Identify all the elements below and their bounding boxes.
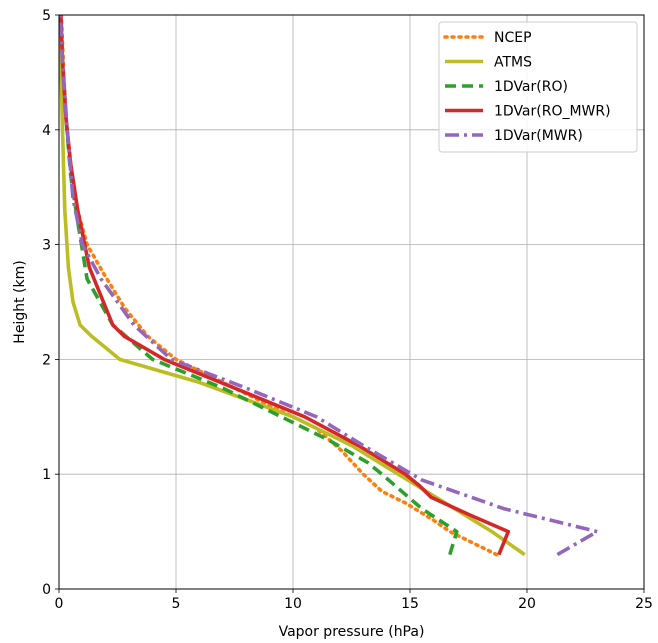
x-tick-label: 0 xyxy=(55,596,64,612)
legend: NCEP ATMS 1DVar(RO) 1DVar(RO_MWR) 1DVar(MWR) xyxy=(438,21,638,153)
y-tick-label: 4 xyxy=(42,123,51,139)
series-line-0 xyxy=(59,15,499,557)
x-tick-label: 15 xyxy=(401,596,419,612)
y-tick-label: 0 xyxy=(42,582,51,598)
x-tick-label: 10 xyxy=(284,596,302,612)
series-line-3 xyxy=(59,15,511,556)
x-tick-label: 5 xyxy=(172,596,181,612)
y-tick-label: 1 xyxy=(42,467,51,483)
legend-label: ATMS xyxy=(494,55,532,71)
legend-box xyxy=(438,21,638,153)
legend-label: 1DVar(RO_MWR) xyxy=(494,104,611,120)
y-axis-label: Height (km) xyxy=(12,260,28,343)
y-tick-label: 2 xyxy=(42,352,51,368)
ticks: 0 5 10 15 20 25 0 1 2 3 4 5 xyxy=(42,8,653,612)
plot-frame xyxy=(58,14,645,590)
y-tick-label: 3 xyxy=(42,238,51,254)
legend-label: NCEP xyxy=(494,30,532,46)
x-axis-label: Vapor pressure (hPa) xyxy=(279,624,425,640)
y-tick-label: 5 xyxy=(42,8,51,24)
series-group xyxy=(59,15,600,557)
legend-label: 1DVar(MWR) xyxy=(494,128,583,144)
series-line-4 xyxy=(59,15,600,557)
x-tick-label: 25 xyxy=(635,596,653,612)
x-tick-label: 20 xyxy=(518,596,536,612)
legend-label: 1DVar(RO) xyxy=(494,79,568,95)
